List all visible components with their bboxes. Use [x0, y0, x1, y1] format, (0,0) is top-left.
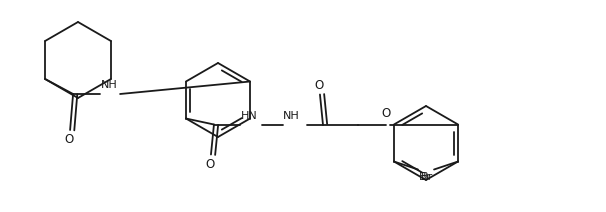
Text: O: O — [381, 106, 391, 120]
Text: O: O — [64, 133, 74, 146]
Text: O: O — [315, 78, 324, 92]
Text: Br: Br — [421, 172, 433, 181]
Text: NH: NH — [101, 80, 118, 90]
Text: Br: Br — [419, 172, 431, 181]
Text: HN: HN — [241, 110, 258, 120]
Text: NH: NH — [283, 110, 300, 120]
Text: O: O — [205, 158, 215, 170]
